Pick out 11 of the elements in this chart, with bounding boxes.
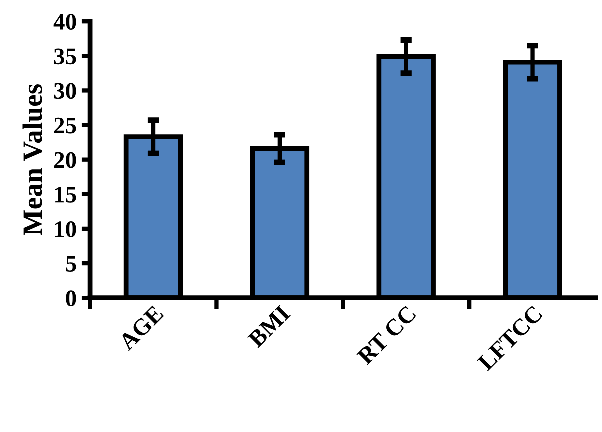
y-tick-label: 25 — [54, 118, 76, 134]
y-tick-label: 40 — [54, 14, 76, 30]
y-tick-label: 10 — [55, 221, 76, 238]
x-tick-label: RT CC — [356, 305, 417, 366]
y-tick-label: 0 — [66, 290, 76, 307]
y-tick-label: 15 — [55, 187, 76, 203]
y-tick-label: 20 — [54, 152, 76, 168]
y-tick-label: 30 — [54, 83, 76, 100]
y-axis-title: Mean Values — [22, 84, 42, 236]
y-tick-label: 5 — [66, 256, 76, 272]
y-tick-label: 35 — [54, 48, 76, 65]
